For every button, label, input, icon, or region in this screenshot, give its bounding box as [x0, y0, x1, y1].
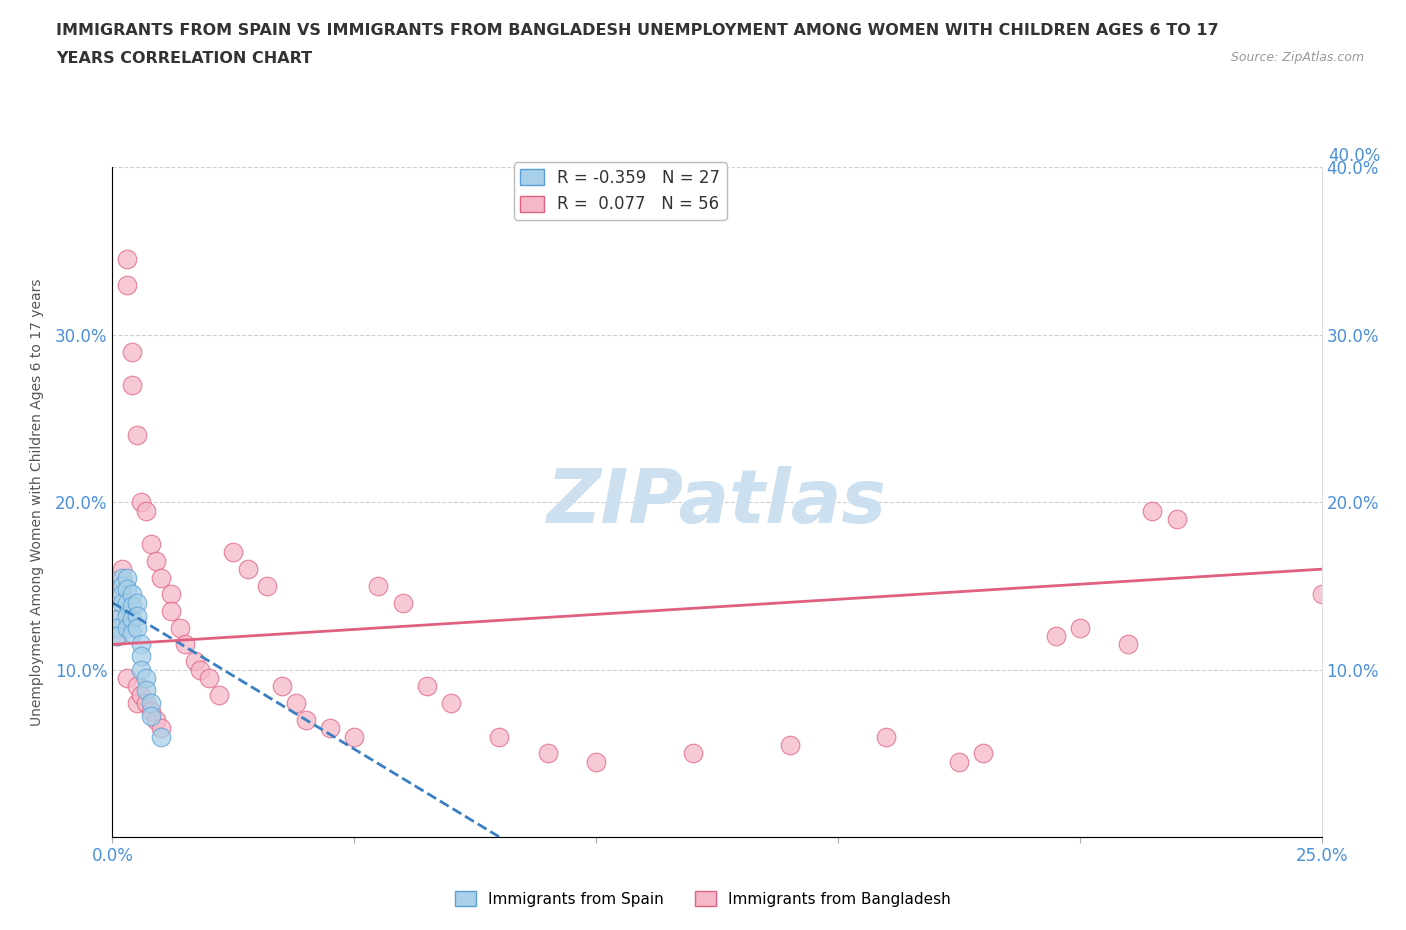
Point [135, 683, 157, 698]
Point [149, 570, 172, 585]
Point [105, 629, 128, 644]
Point [121, 612, 143, 627]
Point [121, 378, 143, 392]
Point [537, 746, 560, 761]
Point [105, 612, 128, 627]
Point [159, 604, 181, 618]
Point [111, 570, 134, 585]
Point [295, 712, 318, 727]
Point [125, 696, 148, 711]
Point [125, 428, 148, 443]
Point [285, 696, 308, 711]
Point [188, 662, 211, 677]
Point [183, 654, 205, 669]
Text: 40.0%: 40.0% [1329, 147, 1381, 165]
Point [125, 608, 148, 623]
Point [149, 729, 172, 744]
Point [174, 637, 197, 652]
Point [208, 687, 231, 702]
Point [135, 696, 157, 711]
Point [585, 754, 607, 769]
Text: IMMIGRANTS FROM SPAIN VS IMMIGRANTS FROM BANGLADESH UNEMPLOYMENT AMONG WOMEN WIT: IMMIGRANTS FROM SPAIN VS IMMIGRANTS FROM… [56, 23, 1219, 38]
Point [115, 252, 138, 267]
Point [367, 578, 389, 593]
Point [972, 746, 994, 761]
Point [135, 671, 157, 685]
Y-axis label: Unemployment Among Women with Children Ages 6 to 17 years: Unemployment Among Women with Children A… [30, 278, 44, 726]
Text: YEARS CORRELATION CHART: YEARS CORRELATION CHART [56, 51, 312, 66]
Point [115, 277, 138, 292]
Point [948, 754, 970, 769]
Point [141, 704, 163, 719]
Point [111, 578, 134, 593]
Point [131, 637, 153, 652]
Point [115, 595, 138, 610]
Point [121, 587, 143, 602]
Point [141, 696, 163, 711]
Point [115, 608, 138, 623]
Point [131, 662, 153, 677]
Point [115, 570, 138, 585]
Point [159, 587, 181, 602]
Text: ZIPatlas: ZIPatlas [547, 466, 887, 538]
Point [236, 562, 259, 577]
Point [131, 649, 153, 664]
Point [319, 721, 342, 736]
Point [131, 687, 153, 702]
Point [141, 709, 163, 724]
Point [105, 629, 128, 644]
Point [111, 562, 134, 577]
Point [198, 671, 221, 685]
Point [145, 712, 167, 727]
Text: Source: ZipAtlas.com: Source: ZipAtlas.com [1230, 51, 1364, 64]
Legend: R = -0.359   N = 27, R =  0.077   N = 56: R = -0.359 N = 27, R = 0.077 N = 56 [513, 163, 727, 220]
Point [105, 620, 128, 635]
Point [145, 553, 167, 568]
Point [131, 495, 153, 510]
Point [111, 587, 134, 602]
Point [256, 578, 278, 593]
Point [779, 737, 801, 752]
Point [115, 582, 138, 597]
Legend: Immigrants from Spain, Immigrants from Bangladesh: Immigrants from Spain, Immigrants from B… [449, 885, 957, 913]
Point [1069, 620, 1091, 635]
Point [1116, 637, 1139, 652]
Point [121, 344, 143, 359]
Point [875, 729, 897, 744]
Point [121, 625, 143, 640]
Point [488, 729, 510, 744]
Point [125, 679, 148, 694]
Point [141, 537, 163, 551]
Point [105, 612, 128, 627]
Point [121, 599, 143, 614]
Point [149, 721, 172, 736]
Point [115, 671, 138, 685]
Point [135, 503, 157, 518]
Point [111, 578, 134, 593]
Point [1045, 629, 1067, 644]
Point [270, 679, 292, 694]
Point [125, 620, 148, 635]
Point [440, 696, 463, 711]
Point [222, 545, 245, 560]
Point [343, 729, 366, 744]
Point [1142, 503, 1164, 518]
Point [111, 595, 134, 610]
Point [125, 595, 148, 610]
Point [169, 620, 191, 635]
Point [1166, 512, 1188, 526]
Point [416, 679, 439, 694]
Point [1310, 587, 1333, 602]
Point [391, 595, 413, 610]
Point [682, 746, 704, 761]
Point [115, 620, 138, 635]
